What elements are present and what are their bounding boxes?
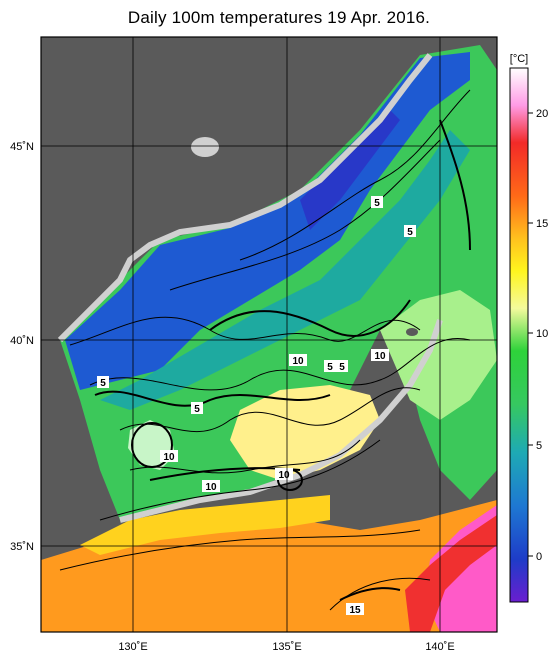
contour-label: 5 — [194, 404, 200, 415]
island-sado — [406, 328, 418, 336]
contour-label: 10 — [163, 452, 175, 463]
colorbar-tick-label: 10 — [536, 328, 548, 340]
coast-shelf-south — [119, 319, 443, 523]
contour-label: 10 — [278, 470, 290, 481]
contour-label: 15 — [349, 605, 361, 616]
colorbar-unit: [°C] — [510, 53, 528, 65]
latitude-labels: 45˚N 40˚N 35˚N — [10, 141, 34, 553]
contour-label: 5 — [374, 198, 380, 209]
map-title: Daily 100m temperatures 19 Apr. 2016. — [127, 8, 431, 27]
colorbar-tick-label: 0 — [536, 551, 542, 563]
colorbar-tick-label: 15 — [536, 218, 548, 230]
contour-label: 5 — [339, 362, 345, 373]
island-sakhalin-area — [191, 137, 219, 157]
longitude-labels: 130˚E 135˚E 140˚E — [118, 641, 454, 653]
graticule — [41, 37, 497, 632]
colorbar-tick-label: 5 — [536, 440, 542, 452]
lon-label: 135˚E — [272, 641, 301, 653]
colorbar-tick-label: 20 — [536, 108, 548, 120]
contour-label-group: 5 5 5 5 5 5 10 10 10 10 10 15 — [97, 196, 416, 616]
contour-label: 10 — [205, 482, 217, 493]
colorbar-gradient — [509, 67, 529, 603]
map-frame — [40, 36, 498, 633]
contour-label: 10 — [292, 356, 304, 367]
lat-label: 40˚N — [10, 335, 34, 347]
contour-label: 5 — [407, 227, 413, 238]
lon-label: 130˚E — [118, 641, 147, 653]
colorbar-ticks — [528, 112, 533, 557]
colorbar: [°C] 20 15 10 5 0 — [509, 53, 548, 603]
contour-label: 10 — [374, 351, 386, 362]
red-band — [405, 515, 497, 632]
coast-shelf-west — [57, 53, 433, 343]
map-area: 5 5 5 5 5 5 10 10 10 10 10 15 — [40, 36, 498, 633]
yellow-band — [80, 495, 330, 555]
contour-label: 5 — [100, 378, 106, 389]
lat-label: 45˚N — [10, 141, 34, 153]
contour-label: 5 — [327, 362, 333, 373]
lon-label: 140˚E — [425, 641, 454, 653]
contour-lines — [59, 89, 471, 611]
lat-label: 35˚N — [10, 541, 34, 553]
cool-teal-band — [100, 130, 470, 410]
deep-cold-patch — [300, 110, 400, 230]
